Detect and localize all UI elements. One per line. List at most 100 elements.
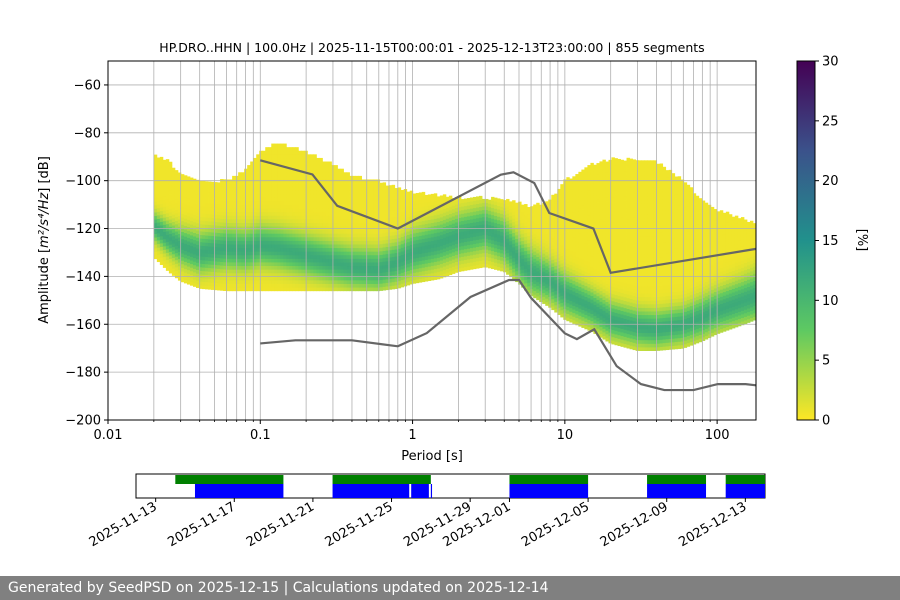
heatmap-cell [412, 261, 417, 266]
heatmap-cell [310, 233, 314, 238]
heatmap-cell [466, 233, 471, 238]
heatmap-cell [527, 275, 531, 280]
heatmap-cell [343, 247, 347, 252]
heatmap-cell [310, 240, 314, 245]
heatmap-cell [256, 229, 260, 234]
heatmap-cell [156, 218, 161, 223]
heatmap-cell [397, 248, 402, 253]
heatmap-cell [382, 182, 387, 187]
heatmap-cell [250, 193, 254, 198]
heatmap-cell [205, 224, 209, 229]
heatmap-cell [265, 211, 269, 216]
heatmap-cell [301, 283, 305, 288]
heatmap-cell [572, 205, 576, 210]
heatmap-cell [536, 242, 540, 247]
heatmap-cell [352, 272, 356, 277]
heatmap-cell [238, 247, 242, 252]
heatmap-cell [566, 284, 570, 289]
heatmap-cell [400, 243, 405, 248]
heatmap-cell [274, 204, 278, 209]
heatmap-cell [479, 246, 483, 251]
heatmap-cell [373, 254, 378, 259]
heatmap-cell [599, 208, 603, 213]
heatmap-cell [283, 143, 287, 148]
heatmap-cell [611, 182, 615, 187]
heatmap-cell [521, 208, 525, 213]
heatmap-cell [575, 206, 579, 211]
heatmap-cell [448, 267, 453, 272]
heatmap-cell [623, 282, 627, 287]
heatmap-cell [418, 249, 423, 254]
heatmap-cell [581, 252, 585, 257]
heatmap-cell [620, 245, 624, 250]
heatmap-cell [343, 208, 347, 213]
heatmap-cell [436, 203, 441, 208]
heatmap-cell [439, 206, 444, 211]
heatmap-cell [391, 217, 396, 222]
heatmap-cell [283, 157, 287, 162]
heatmap-cell [295, 254, 299, 259]
heatmap-cell [569, 261, 573, 266]
heatmap-cell [476, 199, 480, 204]
heatmap-cell [560, 266, 564, 271]
heatmap-cell [153, 201, 158, 206]
heatmap-cell [587, 251, 591, 256]
heatmap-cell [241, 272, 245, 277]
heatmap-cell [427, 266, 432, 271]
heatmap-cell [515, 220, 519, 225]
heatmap-cell [488, 203, 492, 208]
heatmap-cell [430, 240, 435, 245]
heatmap-cell [596, 234, 600, 239]
heatmap-cell [283, 229, 287, 234]
heatmap-cell [433, 232, 438, 237]
heatmap-cell [322, 251, 326, 256]
heatmap-cell [346, 175, 350, 180]
heatmap-cell [192, 257, 197, 262]
heatmap-cell [307, 251, 311, 256]
heatmap-cell [286, 186, 290, 191]
heatmap-cell [611, 272, 615, 277]
heatmap-cell [295, 276, 299, 281]
heatmap-cell [316, 265, 320, 270]
heatmap-cell [503, 221, 507, 226]
heatmap-cell [545, 301, 549, 306]
heatmap-cell [439, 245, 444, 250]
heatmap-cell [168, 190, 173, 195]
heatmap-cell [337, 201, 341, 205]
heatmap-cell [283, 197, 287, 202]
heatmap-cell [542, 213, 546, 218]
heatmap-cell [427, 269, 432, 274]
heatmap-cell [611, 250, 615, 255]
heatmap-cell [436, 235, 441, 240]
heatmap-cell [370, 240, 375, 245]
heatmap-cell [599, 261, 603, 266]
heatmap-cell [238, 272, 242, 277]
heatmap-cell [220, 258, 224, 262]
heatmap-cell [424, 202, 429, 207]
heatmap-cell [611, 290, 615, 295]
heatmap-cell [241, 254, 245, 259]
heatmap-cell [572, 255, 576, 260]
heatmap-cell [436, 250, 441, 255]
heatmap-cell [602, 177, 606, 182]
heatmap-cell [608, 192, 612, 197]
heatmap-cell [602, 285, 606, 290]
heatmap-cell [382, 225, 387, 230]
heatmap-cell [286, 236, 290, 241]
heatmap-cell [584, 203, 588, 208]
heatmap-cell [183, 268, 188, 273]
heatmap-cell [162, 228, 167, 233]
heatmap-cell [162, 260, 167, 265]
heatmap-cell [274, 183, 278, 188]
heatmap-cell [247, 233, 251, 238]
heatmap-cell [566, 252, 570, 257]
heatmap-cell [569, 243, 573, 248]
heatmap-cell [343, 193, 347, 198]
heatmap-cell [168, 168, 173, 173]
heatmap-cell [283, 204, 287, 209]
heatmap-cell [460, 227, 465, 232]
heatmap-cell [587, 290, 591, 295]
heatmap-cell [238, 193, 242, 198]
heatmap-cell [509, 248, 513, 253]
heatmap-cell [479, 253, 483, 258]
